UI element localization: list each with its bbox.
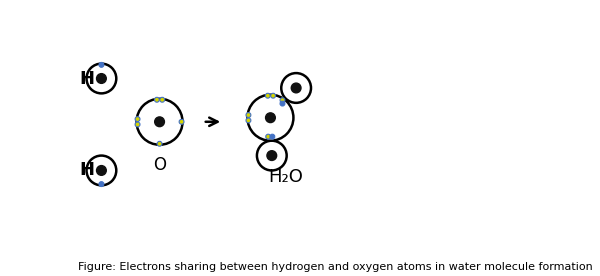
Circle shape bbox=[257, 141, 287, 171]
Circle shape bbox=[97, 74, 106, 83]
Text: H: H bbox=[80, 70, 95, 87]
Circle shape bbox=[99, 182, 104, 187]
Text: H: H bbox=[80, 161, 95, 179]
Circle shape bbox=[154, 97, 160, 102]
Circle shape bbox=[160, 97, 164, 102]
Text: O: O bbox=[153, 156, 166, 174]
Circle shape bbox=[266, 113, 275, 123]
Circle shape bbox=[99, 62, 104, 67]
Circle shape bbox=[265, 93, 270, 98]
Circle shape bbox=[137, 99, 182, 145]
Circle shape bbox=[291, 83, 301, 93]
Circle shape bbox=[155, 117, 164, 127]
Circle shape bbox=[247, 95, 293, 141]
Text: H₂O: H₂O bbox=[268, 168, 303, 186]
Circle shape bbox=[97, 166, 106, 175]
Circle shape bbox=[271, 93, 275, 98]
Circle shape bbox=[179, 119, 184, 124]
Circle shape bbox=[280, 98, 285, 103]
Circle shape bbox=[246, 118, 251, 123]
Circle shape bbox=[86, 156, 116, 185]
Circle shape bbox=[135, 122, 140, 127]
Circle shape bbox=[246, 113, 251, 118]
Circle shape bbox=[86, 64, 116, 93]
Circle shape bbox=[267, 151, 277, 160]
Circle shape bbox=[157, 141, 162, 146]
Circle shape bbox=[281, 73, 311, 103]
Circle shape bbox=[135, 117, 140, 121]
Circle shape bbox=[270, 134, 275, 139]
Circle shape bbox=[280, 101, 285, 106]
Text: Figure: Electrons sharing between hydrogen and oxygen atoms in water molecule fo: Figure: Electrons sharing between hydrog… bbox=[79, 262, 593, 272]
Circle shape bbox=[266, 134, 271, 139]
